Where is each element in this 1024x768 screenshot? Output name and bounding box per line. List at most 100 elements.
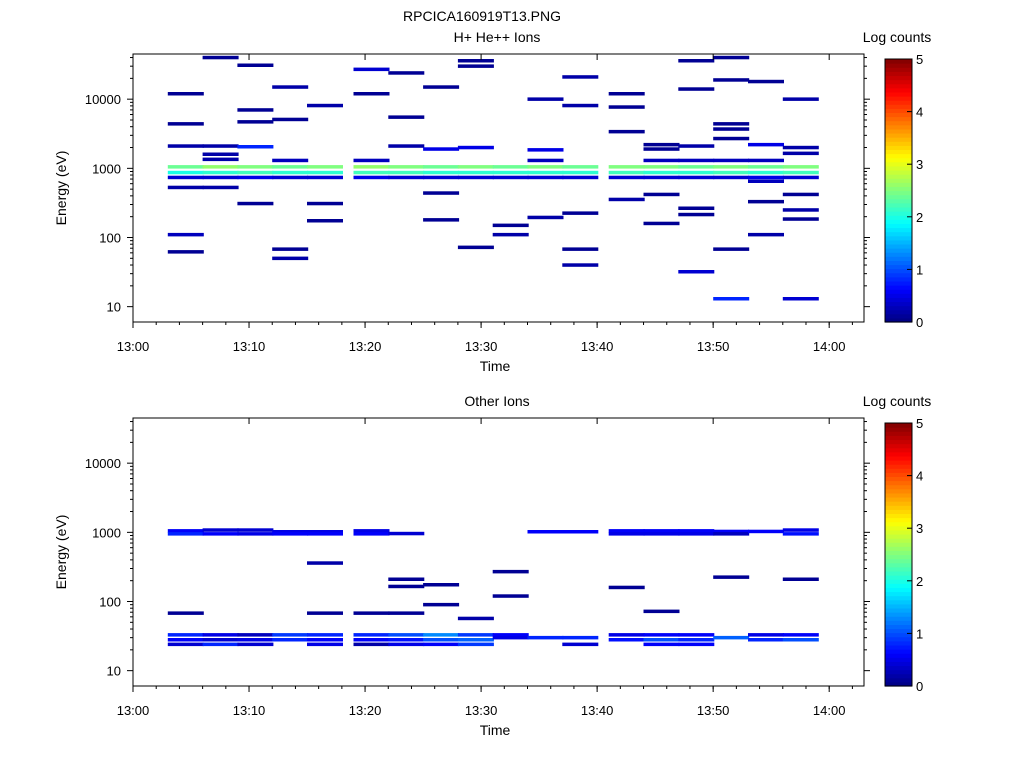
heatmap-cell [307,638,343,642]
heatmap-cell [678,638,715,642]
colorbar-segment [885,423,912,428]
heatmap-cell [748,199,784,204]
x-tick-label: 13:20 [349,703,382,718]
heatmap-cell [272,117,309,122]
heatmap-cell [167,144,204,148]
heatmap-cell [782,192,819,197]
heatmap-cell [643,147,680,151]
colorbar-segment [885,79,912,85]
colorbar-segment [885,83,912,89]
heatmap-cell [713,170,750,175]
heatmap-cell [608,532,645,536]
colorbar-tick-label: 0 [916,679,923,694]
colorbar-segment [885,620,912,625]
heatmap-cell [748,79,784,84]
heatmap-cell [388,611,425,615]
x-tick-label: 13:00 [117,703,150,718]
heatmap-cell [272,633,309,637]
heatmap-cell [272,530,309,534]
colorbar-segment [885,194,912,200]
colorbar-segment [885,301,912,307]
colorbar-segment [885,124,912,130]
colorbar-segment [885,624,912,630]
heatmap-cell [272,256,309,261]
colorbar-segment [885,669,912,675]
heatmap-cell [353,165,390,169]
heatmap-cell [307,633,343,637]
colorbar-tick-label: 2 [916,574,923,589]
y-axis-label: Energy (eV) [53,151,69,226]
heatmap-cell [748,529,784,534]
heatmap-cell [713,158,750,163]
heatmap-cell [423,642,460,647]
heatmap-cell [388,165,425,169]
colorbar: 0 1 2 3 4 5 [884,52,923,330]
y-tick-label: 1000 [92,525,121,540]
heatmap-cell [562,103,599,108]
heatmap-cell [307,532,343,536]
heatmap-cell [307,219,343,223]
heatmap-cell [388,642,425,647]
heatmap-cell [388,115,425,119]
heatmap-cell [643,165,680,169]
heatmap-cell [423,170,460,175]
colorbar-label: Log counts [863,393,932,409]
colorbar-segment [885,673,912,679]
colorbar-segment [885,190,912,196]
y-tick-label: 10000 [85,456,121,471]
colorbar-segment [885,293,912,298]
colorbar-segment [885,681,912,687]
colorbar-segment [885,100,912,105]
colorbar-segment [885,525,912,531]
heatmap-cell [713,529,750,534]
heatmap-cell [167,92,204,96]
heatmap-cell [237,120,274,124]
colorbar-segment [885,612,912,617]
heatmap-cell [353,642,390,647]
colorbar-segment [885,661,912,667]
heatmap-cell [678,170,715,175]
heatmap-cell [527,635,564,640]
heatmap-cell [353,532,390,536]
heatmap-cell [782,528,819,532]
heatmap-cell [678,87,715,91]
colorbar-segment [885,211,912,216]
heatmap-cell [457,633,494,637]
colorbar-segment [885,186,912,192]
colorbar-segment [885,607,912,613]
heatmap-cell [782,145,819,150]
heatmap-cell [608,92,645,96]
heatmap-cell [492,165,529,169]
heatmap-cell [492,232,529,237]
heatmap-cell [678,633,715,637]
colorbar-segment [885,496,912,502]
heatmap-cell [202,642,239,647]
x-axis-label: Time [480,722,511,738]
colorbar-segment [885,677,912,683]
heatmap-cell [562,635,599,640]
heatmap-cell [562,642,599,647]
colorbar-tick-label: 1 [916,262,923,277]
heatmap-cell [457,64,494,68]
heatmap-cell [353,633,390,637]
colorbar-segment [885,472,912,478]
y-axis: 10 100 1000 10000 [85,421,870,679]
colorbar-segment [885,529,912,535]
colorbar-segment [885,484,912,490]
heatmap-cell [748,170,784,175]
colorbar-tick-label: 2 [916,210,923,225]
colorbar-segment [885,431,912,436]
heatmap-cell [272,85,309,89]
colorbar-segment [885,202,912,208]
heatmap-cell [678,175,715,180]
heatmap-cell [353,158,390,163]
heatmap-cell [782,577,819,581]
colorbar-segment [885,616,912,621]
heatmap-cell [167,638,204,642]
x-tick-label: 13:40 [581,703,614,718]
heatmap-cell [643,192,680,197]
heatmap-cell [527,148,564,152]
colorbar-segment [885,603,912,609]
heatmap-cell [457,616,494,621]
